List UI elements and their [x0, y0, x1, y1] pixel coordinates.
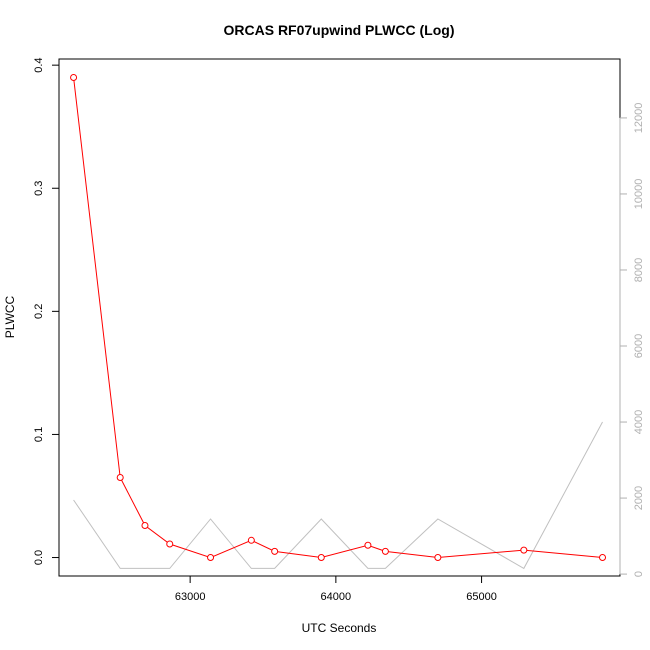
- y-axis-left: 0.0 0.1 0.2 0.3 0.4: [33, 58, 60, 565]
- plot-box: [58, 58, 621, 577]
- data-point: [434, 554, 442, 562]
- series-left-line: [73, 77, 603, 559]
- y2-tick-label: 10000: [633, 179, 645, 210]
- chart-title: ORCAS RF07upwind PLWCC (Log): [224, 22, 455, 38]
- x-axis-label: UTC Seconds: [302, 621, 377, 635]
- y-tick-label: 0.3: [33, 181, 45, 196]
- data-point: [70, 73, 78, 81]
- series-right-line: [73, 421, 603, 570]
- data-point: [317, 554, 325, 562]
- y-axis-right: 0 2000 4000 6000 8000 10000 12000: [619, 103, 645, 577]
- plot-frame: [58, 58, 621, 577]
- data-point: [271, 547, 279, 555]
- y2-tick-label: 8000: [633, 258, 645, 282]
- data-point: [247, 536, 255, 544]
- x-tick-label: 65000: [466, 591, 497, 603]
- data-point: [364, 541, 372, 549]
- y2-tick-label: 12000: [633, 103, 645, 134]
- y-tick-label: 0.4: [33, 58, 45, 73]
- data-point: [141, 522, 149, 530]
- data-point: [166, 540, 174, 548]
- data-point: [381, 547, 389, 555]
- x-axis: 63000 64000 65000: [175, 575, 497, 603]
- y-tick-label: 0.2: [33, 304, 45, 319]
- data-point: [116, 474, 124, 482]
- series-layer: [70, 73, 607, 570]
- y2-tick-label: 4000: [633, 410, 645, 434]
- y2-tick-label: 6000: [633, 334, 645, 358]
- y-tick-label: 0.0: [33, 550, 45, 565]
- data-point: [207, 554, 215, 562]
- y-axis-label: PLWCC: [3, 295, 17, 338]
- y2-tick-label: 2000: [633, 486, 645, 510]
- x-tick-label: 64000: [321, 591, 352, 603]
- y2-tick-label: 0: [633, 571, 645, 577]
- y-tick-label: 0.1: [33, 427, 45, 442]
- data-point: [599, 554, 607, 562]
- x-tick-label: 63000: [175, 591, 206, 603]
- data-point: [520, 546, 528, 554]
